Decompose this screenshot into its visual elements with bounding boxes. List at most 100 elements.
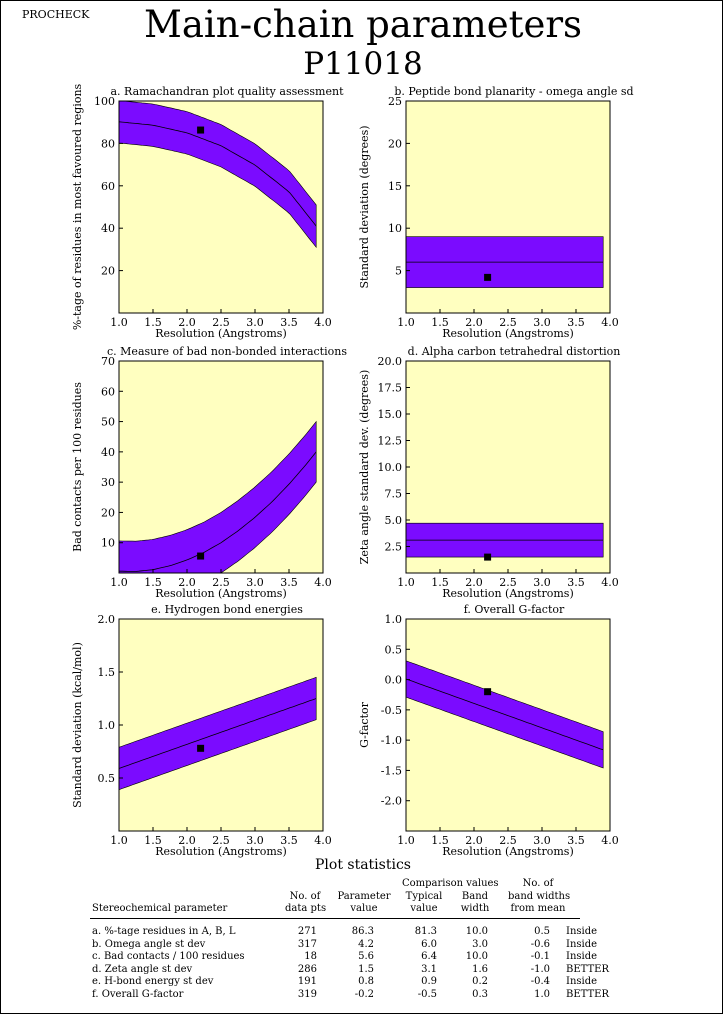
- chart-f: 1.0 1.5 2.0 2.5 3.0 3.5 4.0 -2.0 -1.5 -1.0 -0.5 0.0…: [358, 603, 619, 858]
- y-tick-label: 7.5: [385, 488, 403, 501]
- mean-line: [118, 121, 317, 227]
- x-tick-label: 1.0: [397, 316, 415, 329]
- x-tick-label: 2.0: [178, 834, 196, 847]
- stats-cell-typical: 6.4: [421, 951, 437, 963]
- y-tick-label: 40: [101, 222, 115, 235]
- y-tick-label: 5: [395, 265, 402, 278]
- y-tick-label: 10.0: [378, 461, 403, 474]
- x-axis-label: Resolution (Angstroms): [155, 327, 286, 340]
- x-tick-label: 1.0: [397, 576, 415, 589]
- stats-cell-param: b. Omega angle st dev: [92, 938, 206, 950]
- stats-cell-value: -0.2: [354, 989, 374, 1000]
- y-tick-label: 0.5: [98, 772, 116, 785]
- x-tick-label: 2.5: [212, 316, 230, 329]
- chart-title: e. Hydrogen bond energies: [151, 603, 303, 616]
- x-tick-label: 3.5: [567, 576, 585, 589]
- x-tick-label: 3.0: [246, 834, 264, 847]
- stats-cell-verdict: BETTER: [566, 963, 610, 975]
- chart-title: a. Ramachandran plot quality assessment: [110, 85, 344, 98]
- stats-cell-width: 10.0: [465, 951, 488, 963]
- stats-cell-param: d. Zeta angle st dev: [92, 963, 193, 975]
- stats-cell-width: 10.0: [465, 926, 488, 937]
- data-point: [484, 553, 492, 561]
- y-tick-label: 10: [101, 537, 115, 550]
- y-tick-label: 80: [101, 137, 115, 150]
- x-tick-label: 3.5: [280, 834, 298, 847]
- stats-cell-nbw: -1.0: [530, 963, 550, 975]
- chart-title: c. Measure of bad non-bonded interaction…: [107, 345, 347, 358]
- stats-cell-value: 4.2: [358, 938, 374, 950]
- mean-line: [405, 678, 604, 751]
- x-axis-label: Resolution (Angstroms): [442, 587, 573, 600]
- x-tick-label: 2.5: [499, 834, 517, 847]
- stats-cell-npts: 319: [297, 989, 317, 1000]
- x-tick-label: 1.0: [397, 834, 415, 847]
- stats-cell-value: 1.5: [358, 963, 374, 975]
- y-tick-label: -1.0: [381, 734, 402, 747]
- x-tick-label: 1.5: [144, 316, 162, 329]
- x-tick-label: 2.0: [178, 576, 196, 589]
- stats-header-typical-1: Typical: [405, 891, 443, 902]
- y-tick-label: 2.5: [385, 541, 403, 554]
- x-tick-label: 4.0: [314, 834, 332, 847]
- y-tick-label: 2.0: [98, 613, 116, 626]
- y-tick-label: 0.0: [385, 674, 403, 687]
- stats-header-comparison: Comparison values: [402, 878, 499, 889]
- y-axis-label: Standard deviation (degrees): [358, 125, 371, 288]
- chart-e: 1.0 1.5 2.0 2.5 3.0 3.5 4.0 0.5 1.0 1.5 2.0 e. Hydr…: [71, 603, 332, 858]
- data-point: [197, 552, 205, 560]
- y-tick-label: -1.5: [381, 764, 402, 777]
- y-tick-label: 40: [101, 446, 115, 459]
- x-tick-label: 1.5: [431, 834, 449, 847]
- stats-cell-param: f. Overall G-factor: [92, 989, 184, 1000]
- data-point: [197, 744, 205, 752]
- x-tick-label: 2.0: [465, 576, 483, 589]
- stats-cell-typical: 81.3: [414, 926, 437, 937]
- stats-cell-verdict: Inside: [566, 926, 598, 937]
- x-tick-label: 3.5: [280, 316, 298, 329]
- y-tick-label: -0.5: [381, 704, 402, 717]
- chart-d: 1.0 1.5 2.0 2.5 3.0 3.5 4.0 2.5 5.0 7.5 10.0 12.5 15…: [358, 345, 620, 600]
- stats-cell-width: 0.2: [472, 976, 488, 988]
- y-axis-label: Bad contacts per 100 residues: [71, 382, 84, 552]
- chart-title: f. Overall G-factor: [464, 603, 565, 616]
- y-tick-label: 20: [388, 137, 402, 150]
- stats-header-band-2: width: [460, 903, 490, 914]
- x-tick-label: 4.0: [601, 834, 619, 847]
- x-tick-label: 3.5: [567, 316, 585, 329]
- y-tick-label: 20: [101, 265, 115, 278]
- y-tick-label: 20.0: [378, 355, 403, 368]
- x-tick-label: 1.0: [110, 576, 128, 589]
- stats-cell-nbw: -0.1: [530, 951, 550, 963]
- stats-cell-npts: 18: [304, 951, 317, 963]
- stats-cell-width: 1.6: [472, 963, 488, 975]
- stats-cell-param: a. %-tage residues in A, B, L: [92, 926, 236, 937]
- stats-cell-nbw: -0.6: [530, 938, 550, 950]
- x-tick-label: 3.0: [533, 834, 551, 847]
- y-tick-label: 60: [101, 385, 115, 398]
- page-title: Main-chain parameters: [143, 3, 583, 46]
- x-tick-label: 2.0: [465, 834, 483, 847]
- stats-cell-typical: -0.5: [417, 989, 437, 1000]
- y-tick-label: 5.0: [385, 514, 403, 527]
- x-tick-label: 1.5: [144, 834, 162, 847]
- page-subtitle: P11018: [303, 46, 423, 82]
- stats-cell-width: 0.3: [472, 989, 488, 1000]
- x-tick-label: 1.5: [431, 576, 449, 589]
- x-tick-label: 3.5: [280, 576, 298, 589]
- program-label: PROCHECK: [22, 8, 90, 21]
- y-tick-label: 100: [94, 95, 115, 108]
- stats-cell-typical: 0.9: [421, 976, 437, 988]
- stats-header-band-1: Band: [461, 891, 489, 902]
- y-axis-label: Zeta angle standard dev. (degrees): [358, 370, 371, 565]
- stats-cell-value: 86.3: [351, 926, 374, 937]
- stats-cell-verdict: Inside: [566, 976, 598, 988]
- y-tick-label: 1.0: [98, 719, 116, 732]
- x-tick-label: 1.5: [144, 576, 162, 589]
- stats-header-rule: [90, 918, 580, 919]
- x-axis-label: Resolution (Angstroms): [442, 845, 573, 858]
- chart-title: d. Alpha carbon tetrahedral distortion: [408, 345, 621, 358]
- stats-cell-width: 3.0: [472, 938, 488, 950]
